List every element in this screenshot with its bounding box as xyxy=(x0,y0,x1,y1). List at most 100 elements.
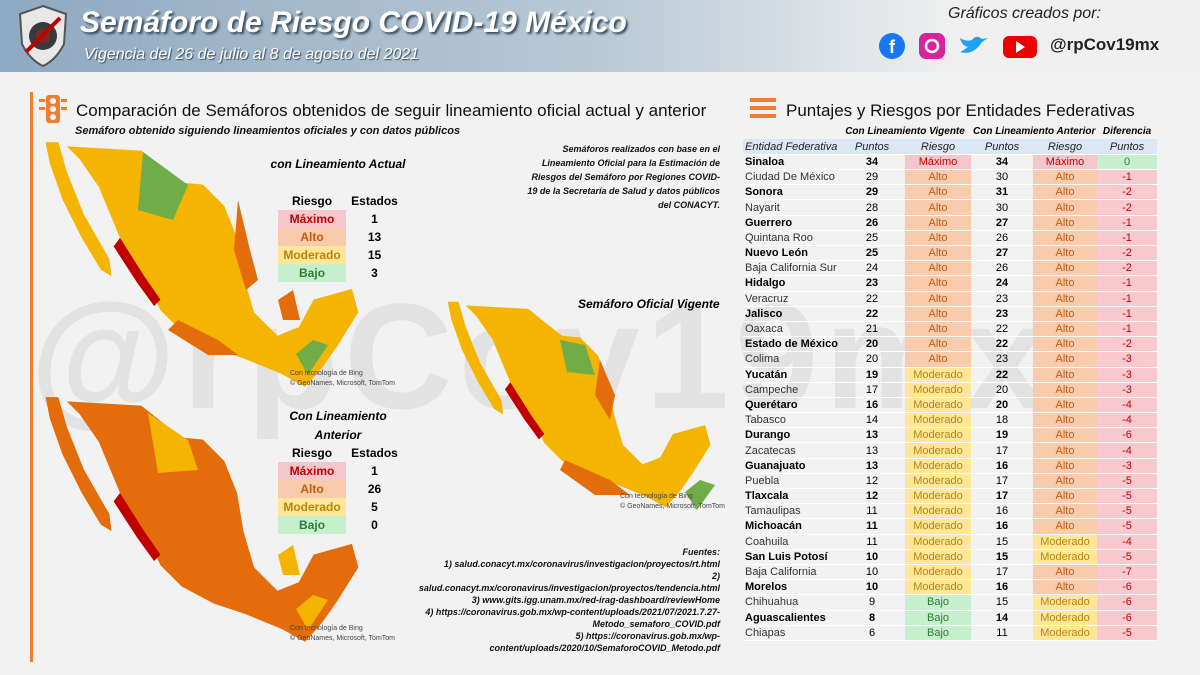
column-header: Puntos xyxy=(839,139,905,155)
points: 10 xyxy=(839,579,905,596)
risk-cell: Moderado xyxy=(278,498,347,516)
right-heading: Puntajes y Riesgos por Entidades Federat… xyxy=(786,101,1135,120)
divider xyxy=(30,92,33,662)
state-row: Colima 20 Alto 23 Alto -3 xyxy=(743,351,1158,368)
points: 26 xyxy=(839,215,905,231)
risk: Alto xyxy=(905,291,972,307)
sources-title: Fuentes: xyxy=(682,547,720,557)
points: 27 xyxy=(971,245,1034,262)
state-name: Zacatecas xyxy=(743,442,839,459)
points: 22 xyxy=(839,291,905,307)
risk-cell: Máximo xyxy=(278,462,347,480)
left-subheading: Semáforo obtenido siguiendo lineamientos… xyxy=(75,125,461,137)
points: 11 xyxy=(971,625,1034,641)
points: 22 xyxy=(971,336,1034,353)
points: 25 xyxy=(839,230,905,247)
header-cell: Riesgo xyxy=(292,194,333,208)
header-cell: Estados xyxy=(351,446,398,460)
state-row: San Luis Potosí 10 Moderado 15 Moderado -5 xyxy=(743,549,1158,565)
map-credit: © GeoNames, Microsoft, TomTom xyxy=(290,380,395,387)
risk: Alto xyxy=(905,275,972,292)
risk: Alto xyxy=(1033,458,1098,474)
summary-row: Bajo 3 xyxy=(278,264,403,282)
state-row: Jalisco 22 Alto 23 Alto -1 xyxy=(743,306,1158,322)
state-row: Estado de México 20 Alto 22 Alto -2 xyxy=(743,336,1158,353)
points: 19 xyxy=(839,367,905,383)
points: 22 xyxy=(971,321,1034,338)
header-cell: Estados xyxy=(351,194,398,208)
points: 20 xyxy=(839,336,905,353)
points: 12 xyxy=(839,488,905,505)
state-row: Guanajuato 13 Moderado 16 Alto -3 xyxy=(743,458,1158,474)
credits: Gráficos creados por: xyxy=(948,5,1101,22)
points: 16 xyxy=(971,579,1034,596)
risk-cell: Alto xyxy=(278,480,347,498)
handle: @rpCov19mx xyxy=(1050,35,1160,54)
risk: Alto xyxy=(1033,488,1098,505)
risk: Alto xyxy=(1033,336,1098,353)
risk: Alto xyxy=(1033,321,1098,338)
note: Semáforos realizados con base en el Line… xyxy=(527,144,720,210)
points: 23 xyxy=(971,291,1034,307)
points: 16 xyxy=(839,397,905,414)
state-row: Tamaulipas 11 Moderado 16 Alto -5 xyxy=(743,503,1158,520)
risk: Alto xyxy=(1033,579,1098,596)
state-row: Coahuila 11 Moderado 15 Moderado -4 xyxy=(743,534,1158,550)
difference: -2 xyxy=(1097,199,1158,216)
left-heading: Comparación de Semáforos obtenidos de se… xyxy=(76,101,707,120)
difference: -5 xyxy=(1097,549,1158,565)
summary-row: Moderado 5 xyxy=(278,498,403,516)
summary-row: Bajo 0 xyxy=(278,516,403,534)
state-name: Guerrero xyxy=(743,215,839,231)
risk: Moderado xyxy=(1033,534,1098,550)
difference: -3 xyxy=(1097,367,1158,383)
state-name: Aguascalientes xyxy=(743,610,839,626)
state-name: Tabasco xyxy=(743,412,839,429)
difference: -1 xyxy=(1097,230,1158,247)
state-row: Baja California 10 Moderado 17 Alto -7 xyxy=(743,564,1158,581)
risk: Alto xyxy=(1033,473,1098,490)
points: 15 xyxy=(971,594,1034,611)
logo xyxy=(18,4,68,68)
risk: Alto xyxy=(905,306,972,322)
column-header: Puntos xyxy=(1097,139,1158,155)
points: 30 xyxy=(971,169,1034,186)
count-cell: 0 xyxy=(371,518,378,532)
risk: Alto xyxy=(1033,351,1098,368)
risk: Moderado xyxy=(905,397,972,414)
points: 23 xyxy=(839,275,905,292)
state-name: Estado de México xyxy=(743,336,839,353)
risk: Moderado xyxy=(905,427,972,444)
risk: Alto xyxy=(1033,169,1098,186)
difference: 0 xyxy=(1097,154,1158,171)
state-name: Jalisco xyxy=(743,306,839,322)
points: 14 xyxy=(839,412,905,429)
state-name: Veracruz xyxy=(743,291,839,307)
risk: Alto xyxy=(905,321,972,338)
social-icons: f xyxy=(879,33,1037,59)
risk: Moderado xyxy=(905,367,972,383)
risk-cell: Moderado xyxy=(278,246,347,264)
risk: Alto xyxy=(1033,245,1098,262)
points: 15 xyxy=(971,534,1034,550)
header-bar xyxy=(0,0,1200,72)
difference: -2 xyxy=(1097,245,1158,262)
points: 15 xyxy=(971,549,1034,565)
risk: Máximo xyxy=(905,154,972,171)
state-row: Veracruz 22 Alto 23 Alto -1 xyxy=(743,291,1158,307)
risk: Alto xyxy=(905,184,972,201)
state-name: Sinaloa xyxy=(743,154,839,171)
state-row: Campeche 17 Moderado 20 Alto -3 xyxy=(743,382,1158,398)
points: 23 xyxy=(971,351,1034,368)
points: 16 xyxy=(971,518,1034,535)
state-name: San Luis Potosí xyxy=(743,549,839,565)
points: 11 xyxy=(839,503,905,520)
difference: -1 xyxy=(1097,215,1158,231)
risk-cell: Alto xyxy=(278,228,347,246)
state-row: Guerrero 26 Alto 27 Alto -1 xyxy=(743,215,1158,231)
state-name: Ciudad De México xyxy=(743,169,839,186)
state-name: Nayarit xyxy=(743,199,839,216)
source: 1) salud.conacyt.mx/coronavirus/investig… xyxy=(443,559,720,569)
column-header-row: Entidad Federativa Puntos Riesgo Puntos Ries… xyxy=(743,139,1158,155)
